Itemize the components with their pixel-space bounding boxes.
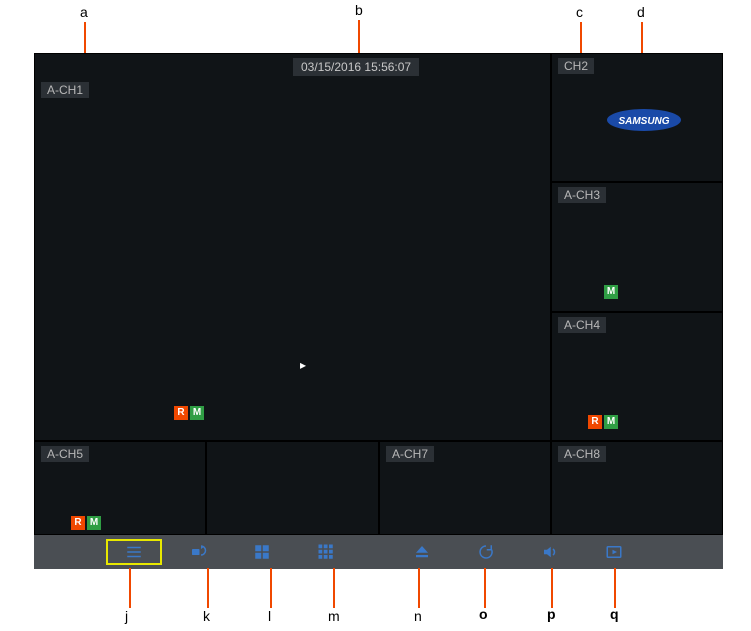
volume-button[interactable] [518,535,582,569]
motion-badge: M [87,516,101,530]
channel-label: CH2 [558,58,594,74]
callout-o: o [479,606,488,622]
menu-button[interactable] [106,539,162,565]
rec-badge: R [588,415,602,429]
eject-button[interactable] [390,535,454,569]
leader-j [129,568,131,608]
callout-p: p [547,606,556,622]
channel-2[interactable]: CH2 SAMSUNG [551,53,723,182]
channel-label: A-CH8 [558,446,606,462]
callout-j: j [125,608,128,624]
leader-m [333,568,335,608]
channel-label: A-CH1 [41,82,89,98]
stream-switch-button[interactable] [166,535,230,569]
taskbar [34,535,723,569]
callout-a: a [80,4,88,20]
channel-main[interactable]: A-CH1 03/15/2016 15:56:07 ▸ R M [34,53,551,441]
mouse-cursor: ▸ [300,358,306,372]
refresh-button[interactable] [454,535,518,569]
channel-label: A-CH3 [558,187,606,203]
rec-badge: R [174,406,188,420]
channel-label: A-CH7 [386,446,434,462]
datetime-label: 03/15/2016 15:56:07 [293,58,419,76]
leader-q [614,568,616,608]
leader-p [551,568,553,608]
motion-badge: M [604,415,618,429]
callout-n: n [414,608,422,624]
callout-k: k [203,608,210,624]
channel-7[interactable]: A-CH7 [379,441,551,535]
channel-label: A-CH4 [558,317,606,333]
callout-m: m [328,608,340,624]
rec-badge: R [71,516,85,530]
leader-o [484,568,486,608]
leader-l [270,568,272,608]
channel-3[interactable]: A-CH3 M [551,182,723,312]
callout-q: q [610,606,619,622]
playback-button[interactable] [582,535,646,569]
channel-5[interactable]: A-CH5 R M [34,441,206,535]
motion-badge: M [190,406,204,420]
callout-d: d [637,4,645,20]
samsung-logo: SAMSUNG [606,108,682,132]
callout-b: b [355,2,363,18]
svg-text:SAMSUNG: SAMSUNG [618,116,669,127]
channel-4[interactable]: A-CH4 R M [551,312,723,441]
callout-l: l [268,608,271,624]
channel-label: A-CH5 [41,446,89,462]
motion-badge: M [604,285,618,299]
channel-6[interactable] [206,441,379,535]
leader-b [358,20,360,56]
leader-n [418,568,420,608]
leader-k [207,568,209,608]
channel-8[interactable]: A-CH8 [551,441,723,535]
dvr-screen: A-CH1 03/15/2016 15:56:07 ▸ R M CH2 SAMS… [34,53,723,569]
grid-3x3-button[interactable] [294,535,358,569]
grid-2x2-button[interactable] [230,535,294,569]
callout-c: c [576,4,583,20]
